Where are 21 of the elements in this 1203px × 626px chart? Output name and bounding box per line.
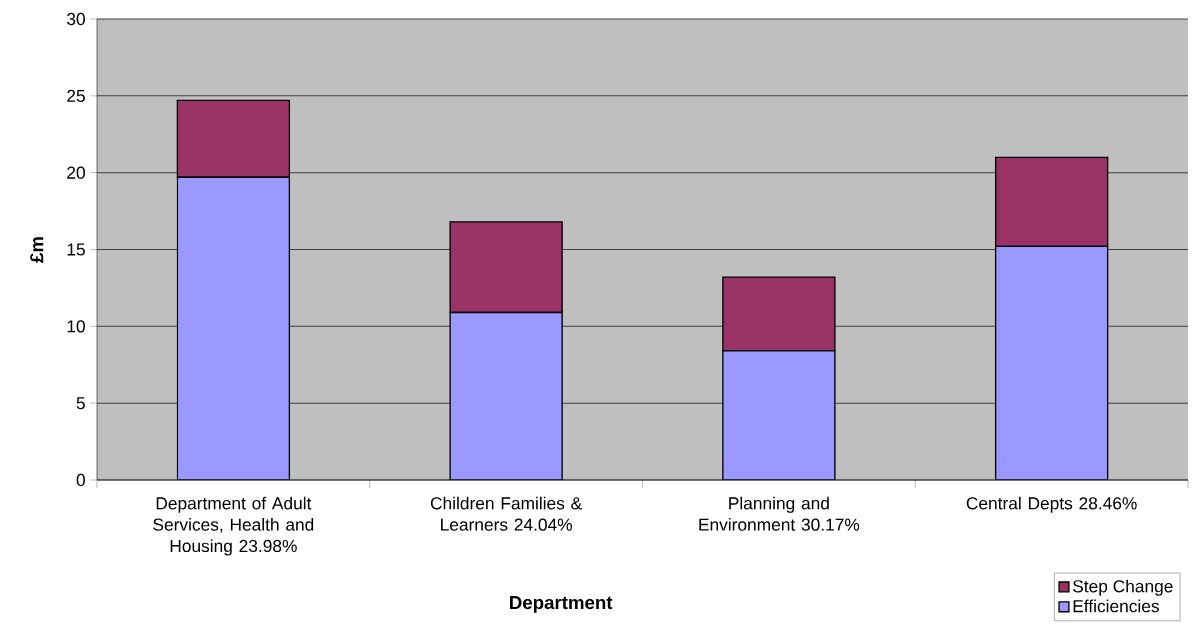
bar [449, 221, 563, 314]
x-tick-label: Children Families & Learners 24.04% [430, 496, 582, 531]
y-tick-label: 30 [67, 12, 85, 26]
legend-label: Step Change [1073, 579, 1173, 596]
bar [722, 276, 836, 352]
y-tick-label: 0 [76, 473, 85, 487]
y-tick-label: 25 [67, 89, 85, 102]
bar [722, 350, 836, 480]
y-tick-label: 5 [76, 397, 85, 410]
x-axis-title: Department [510, 596, 613, 613]
y-tick-label: 15 [67, 243, 85, 256]
y-axis-title: £m [30, 237, 44, 263]
bar [994, 245, 1109, 480]
bar [449, 311, 563, 480]
legend-label: Efficiencies [1073, 599, 1159, 613]
x-tick-label: Planning and Environment 30.17% [699, 496, 860, 531]
bar [176, 176, 291, 480]
y-tick-label: 20 [67, 166, 85, 179]
y-tick-label: 10 [67, 320, 85, 333]
x-tick-label: Central Depts 28.46% [966, 496, 1137, 513]
x-tick-label: Department of Adult Services, Health and Housing 23.98% [153, 496, 314, 556]
